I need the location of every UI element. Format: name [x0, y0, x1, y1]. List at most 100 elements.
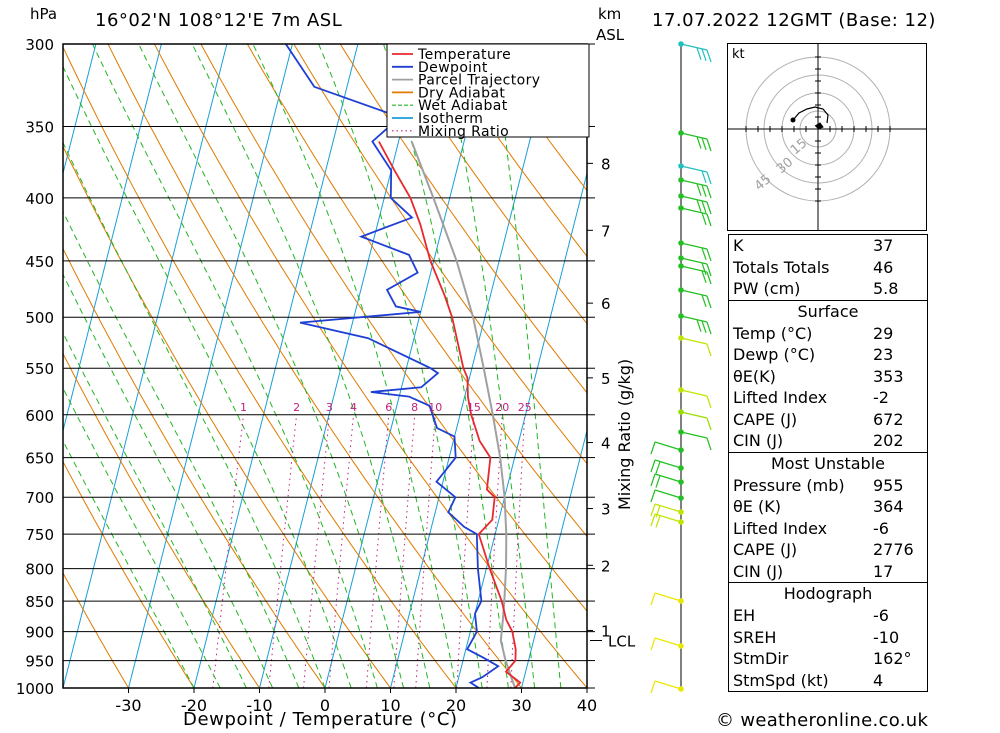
index-value: 364 — [873, 497, 904, 516]
index-label: CAPE (J) — [733, 409, 798, 429]
mixing-ratio-line — [365, 414, 390, 688]
most-unstable-row: Pressure (mb) 955 — [729, 475, 927, 497]
index-label: K — [733, 236, 744, 255]
wind-barb-feather — [655, 475, 661, 488]
mixing-ratio-label: 8 — [411, 401, 418, 414]
dry-adiabat-line — [63, 572, 129, 688]
index-value: 955 — [873, 475, 904, 495]
dry-adiabat-line — [293, 44, 587, 465]
wind-barb-feather — [706, 437, 712, 451]
index-label: Lifted Index — [733, 518, 828, 538]
wind-barb-feather — [706, 321, 712, 335]
height-tick-label: 4 — [601, 435, 611, 453]
wind-barb-feather — [706, 49, 712, 63]
legend-label: Temperature — [417, 47, 511, 63]
hodograph-row: EH -6 — [729, 605, 927, 627]
hodograph-section-title: Hodograph — [783, 584, 873, 603]
height-tick-label: 7 — [601, 222, 611, 240]
wind-barb-feather — [650, 592, 656, 606]
mixing-ratio-label: 2 — [293, 401, 300, 414]
wind-barb-feather — [650, 441, 656, 455]
wind-barb-feather — [701, 262, 707, 276]
hodograph-row: StmDir 162° — [729, 648, 927, 670]
wind-barb-shaft — [680, 411, 708, 419]
pressure-tick-label: 950 — [25, 653, 54, 671]
wind-barb-shaft — [680, 289, 708, 297]
wind-barb-shaft — [654, 503, 682, 513]
dewpoint-line — [285, 44, 500, 688]
wind-barb-feather — [706, 248, 712, 262]
pressure-tick-label: 1000 — [16, 680, 54, 698]
index-label: SREH — [733, 627, 777, 647]
wind-barb-feather — [650, 637, 656, 651]
wind-barb-shaft — [680, 132, 708, 140]
index-label: Lifted Index — [733, 388, 828, 407]
asl-label: ASL — [596, 26, 625, 44]
wet-adiabat-line — [63, 273, 274, 688]
most-unstable-row: θE (K) 364 — [729, 496, 927, 518]
wind-barb-shaft — [654, 473, 682, 483]
mixing-ratio-axis-title: Mixing Ratio (g/kg) — [615, 359, 634, 510]
wind-barb-feather — [696, 199, 702, 212]
isotherm-line — [521, 428, 587, 688]
index-label: Pressure (mb) — [733, 475, 845, 495]
x-tick-label: 10 — [380, 696, 400, 715]
wind-barb-feather — [655, 515, 661, 528]
wind-barb-feather — [701, 212, 707, 226]
height-tick-label: 1 — [601, 622, 611, 640]
pressure-tick-label: 900 — [25, 624, 54, 642]
hodograph-unit-label: kt — [732, 47, 745, 62]
surface-row: Temp (°C) 29 — [729, 323, 927, 345]
wind-barb-shaft — [680, 431, 708, 439]
index-value: 29 — [873, 323, 894, 343]
index-row: PW (cm) 5.8 — [729, 278, 927, 300]
wind-barb-feather — [650, 459, 656, 473]
wind-barb-shaft — [680, 179, 708, 187]
wind-barb-shaft — [654, 441, 682, 451]
wind-barb-feather — [650, 513, 656, 527]
pressure-tick-label: 550 — [25, 360, 54, 378]
wind-barb-feather — [650, 489, 656, 503]
pressure-tick-label: 800 — [25, 561, 54, 579]
wind-barb-shaft — [680, 165, 708, 173]
index-label: StmSpd (kt) — [733, 670, 829, 690]
height-tick-label: 5 — [601, 370, 611, 388]
index-value: -2 — [873, 388, 889, 407]
x-tick-label: -10 — [246, 696, 272, 715]
index-value: 162° — [873, 649, 912, 668]
hpa-unit-label: hPa — [30, 5, 58, 23]
dry-adiabat-line — [63, 460, 195, 688]
pressure-tick-label: 600 — [25, 407, 54, 425]
wind-barb-feather — [696, 136, 702, 149]
lcl-label: LCL — [608, 632, 636, 650]
wind-barb-feather — [706, 171, 712, 185]
wind-barb-feather — [706, 138, 712, 152]
wind-barb-feather — [706, 185, 712, 199]
index-label: θE(K) — [733, 366, 776, 386]
legend-label: Isotherm — [418, 111, 483, 127]
pressure-tick-label: 650 — [25, 450, 54, 468]
wind-barb-feather — [706, 213, 712, 227]
km-unit-label: km — [598, 5, 622, 23]
most-unstable-row: CAPE (J) 2776 — [729, 539, 927, 561]
index-value: 23 — [873, 345, 894, 364]
index-value: -6 — [873, 606, 889, 625]
height-tick-label: 3 — [601, 501, 611, 519]
wind-barb-feather — [706, 343, 712, 357]
wind-barb-shaft — [680, 242, 708, 250]
wind-barb-feather — [701, 170, 707, 184]
index-label: StmDir — [733, 649, 789, 668]
wind-barb-feather — [696, 183, 702, 196]
wind-barb-feather — [655, 505, 661, 518]
index-value: -10 — [873, 627, 900, 647]
isotherm-line — [193, 44, 359, 688]
wind-barb-feather — [655, 461, 661, 474]
wind-barb-shaft — [654, 680, 682, 690]
wind-barb-feather — [706, 271, 712, 285]
mixing-ratio-label: 25 — [518, 401, 532, 414]
index-row: Totals Totals 46 — [729, 257, 927, 279]
pressure-tick-label: 700 — [25, 489, 54, 507]
legend-label: Dewpoint — [418, 60, 488, 76]
